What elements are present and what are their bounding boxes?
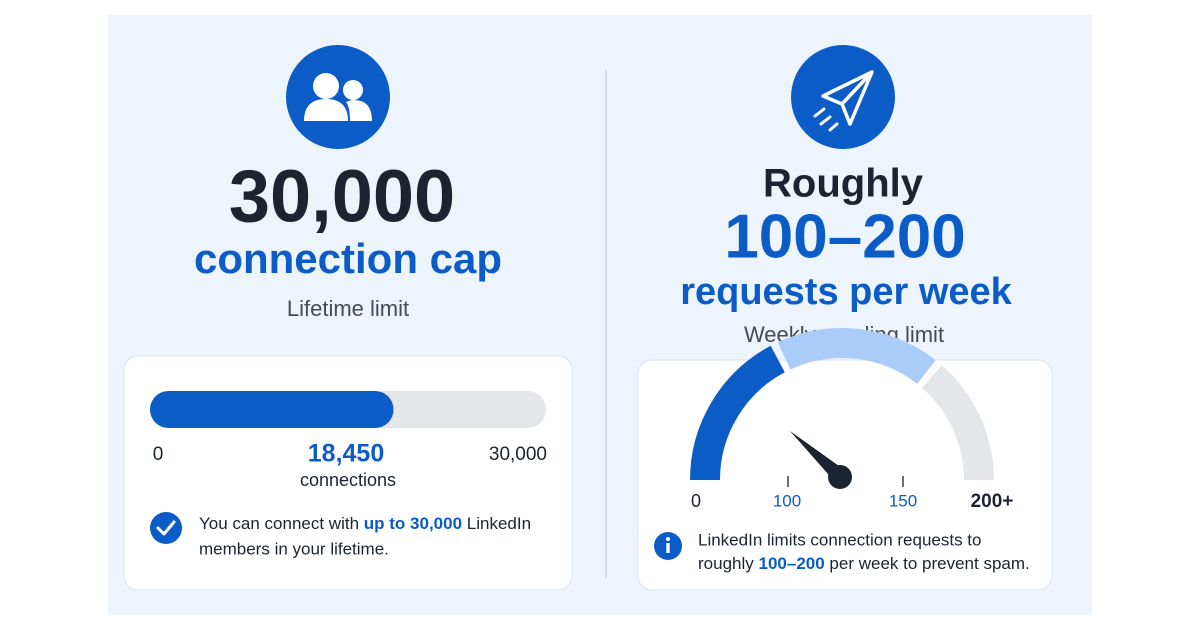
progress-max: 30,000 [489,444,547,465]
note-highlight: up to 30,000 [364,514,462,533]
gauge-label: 0 [691,491,701,511]
lead: Roughly [763,162,924,206]
progress-current: 18,450 [308,440,384,468]
note-line: members in your lifetime. [199,539,389,558]
gauge-segment [777,328,936,385]
progress-unit: connections [300,470,396,490]
gauge-segment [921,365,994,481]
subheadline: requests per week [680,271,1012,313]
gauge [690,328,994,481]
note-text: You can connect with [199,514,359,533]
gauge-label: 150 [889,491,917,510]
note-text: LinkedIn [467,514,531,533]
note-line: roughly 100–200 per week to prevent spam… [698,554,1030,573]
note-text: roughly [698,554,754,573]
people-icon [286,45,390,149]
caption: Lifetime limit [287,296,409,321]
gauge-hub [828,465,852,489]
note-text: per week to prevent spam. [829,554,1029,573]
headline: 30,000 [229,155,455,238]
progress-min: 0 [153,444,164,465]
headline: 100–200 [724,202,965,271]
gauge-segment [690,345,786,481]
subheadline: connection cap [194,235,502,282]
note-line: LinkedIn limits connection requests to [698,530,982,549]
note-highlight: 100–200 [759,554,825,573]
progress-fill [150,391,394,428]
check-icon [150,512,182,544]
info-icon [654,532,682,560]
note-line: You can connect with up to 30,000 Linked… [199,514,531,533]
gauge-label: 100 [773,491,801,510]
send-icon [791,45,895,149]
gauge-label: 200+ [971,491,1014,512]
